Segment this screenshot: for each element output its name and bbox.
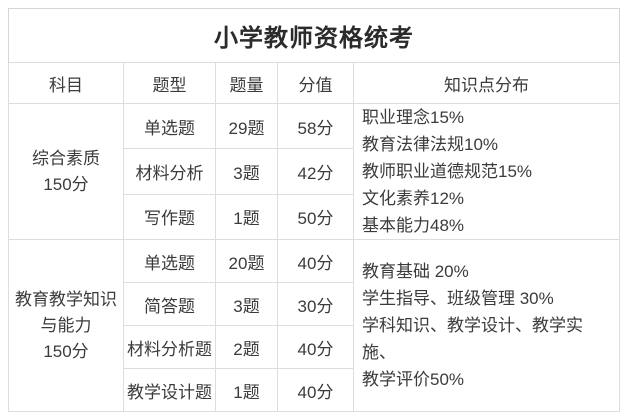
- count-cell: 20题: [215, 239, 278, 283]
- type-cell: 教学设计题: [123, 368, 216, 412]
- knowledge-cell-jiaoyujiaoxue: 教育基础 20% 学生指导、班级管理 30% 学科知识、教学设计、教学实施、 教…: [352, 239, 621, 412]
- header-row: 科目 题型 题量 分值 知识点分布: [8, 62, 621, 104]
- table-row: 材料分析 3题 42分: [9, 148, 620, 195]
- subject-cell-jiaoyujiaoxue: 教育教学知识 与能力 150分: [8, 239, 124, 412]
- score-cell: 40分: [277, 239, 354, 283]
- score-cell: 40分: [277, 325, 354, 369]
- score-cell: 50分: [277, 193, 354, 241]
- type-cell: 写作题: [123, 193, 216, 241]
- knowledge-cell-zonghesuzhi: 职业理念15% 教育法律法规10% 教师职业道德规范15% 文化素养12% 基本…: [352, 103, 621, 240]
- type-cell: 单选题: [123, 102, 216, 150]
- header-type: 题型: [123, 62, 216, 104]
- table-row: 材料分析题 2题 40分: [9, 325, 620, 369]
- type-cell: 材料分析: [123, 148, 216, 195]
- header-count: 题量: [215, 62, 278, 104]
- count-cell: 2题: [215, 325, 278, 369]
- count-cell: 1题: [215, 368, 278, 412]
- count-cell: 1题: [215, 193, 278, 241]
- table-row: 简答题 3题 30分: [9, 282, 620, 326]
- count-cell: 3题: [215, 282, 278, 326]
- table-row: 教学设计题 1题 40分: [9, 368, 620, 412]
- table-row: 写作题 1题 50分: [9, 193, 620, 241]
- type-cell: 单选题: [123, 239, 216, 283]
- type-cell: 简答题: [123, 282, 216, 326]
- exam-overview-table: 小学教师资格统考 科目 题型 题量 分值 知识点分布 综合素质 150分 单选题…: [7, 8, 621, 412]
- count-cell: 29题: [215, 102, 278, 150]
- score-cell: 30分: [277, 282, 354, 326]
- table-title: 小学教师资格统考: [7, 8, 621, 63]
- table-row: 教育教学知识 与能力 150分 单选题 20题 40分 教育基础 20% 学生指…: [8, 239, 621, 412]
- score-cell: 40分: [277, 368, 354, 412]
- subject-cell-zonghesuzhi: 综合素质 150分: [8, 103, 124, 240]
- score-cell: 42分: [277, 148, 354, 195]
- header-knowledge: 知识点分布: [352, 62, 621, 104]
- title-row: 小学教师资格统考: [7, 8, 621, 63]
- header-score: 分值: [277, 62, 354, 104]
- header-subject: 科目: [8, 62, 124, 104]
- table-row: 综合素质 150分 单选题 29题 58分 职业理念15% 教育法律法规10% …: [8, 102, 621, 240]
- count-cell: 3题: [215, 148, 278, 195]
- type-cell: 材料分析题: [123, 325, 216, 369]
- score-cell: 58分: [277, 102, 354, 150]
